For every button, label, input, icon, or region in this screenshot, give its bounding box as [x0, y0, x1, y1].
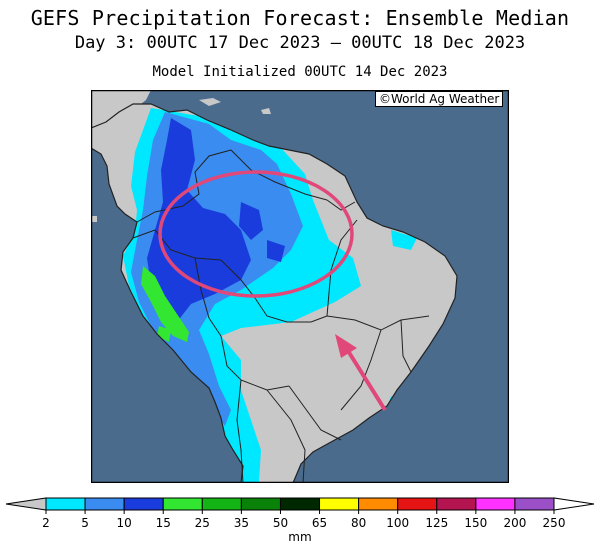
colorbar-tick-label: 5: [81, 516, 89, 530]
colorbar-swatch: [45, 497, 86, 511]
colorbar-swatch: [514, 497, 555, 511]
island: [261, 108, 271, 114]
colorbar-tick-label: 25: [195, 516, 210, 530]
colorbar: 2 5 10 15 25 35 50 65 80 100 125 150 200 250: [5, 497, 595, 530]
colorbar-swatch: [279, 497, 321, 511]
island: [199, 98, 221, 106]
precipitation-map: [91, 90, 509, 483]
annotation-arrow: [335, 334, 387, 412]
colorbar-tick-label: 10: [117, 516, 132, 530]
colorbar-swatch: [436, 497, 477, 511]
forecast-period: Day 3: 00UTC 17 Dec 2023 — 00UTC 18 Dec …: [74, 33, 526, 53]
colorbar-under-triangle: [5, 497, 47, 511]
colorbar-tick-label: 80: [351, 516, 366, 530]
country-borders: [91, 90, 458, 483]
colorbar-swatch: [358, 497, 399, 511]
island: [91, 216, 97, 222]
colorbar-tick-label: 50: [273, 516, 288, 530]
colorbar-swatch: [319, 497, 360, 511]
colorbar-swatch: [162, 497, 203, 511]
colorbar-swatch: [397, 497, 438, 511]
colorbar-tick-label: 100: [386, 516, 409, 530]
colorbar-tick-label: 125: [425, 516, 448, 530]
map-title: GEFS Precipitation Forecast: Ensemble Me…: [30, 6, 570, 30]
colorbar-swatch: [123, 497, 164, 511]
colorbar-tick-label: 35: [234, 516, 249, 530]
colorbar-over-triangle: [553, 497, 595, 511]
colorbar-swatch: [475, 497, 516, 511]
colorbar-tick-label: 250: [543, 516, 566, 530]
annotation-ellipse: [158, 170, 354, 298]
credit-label: ©World Ag Weather: [375, 91, 504, 107]
map-frame: [91, 90, 509, 483]
colorbar-swatch: [84, 497, 125, 511]
central-america-land: [91, 90, 151, 128]
model-initialized: Model Initialized 00UTC 14 Dec 2023: [152, 64, 448, 80]
colorbar-tick-label: 15: [156, 516, 171, 530]
colorbar-tick-label: 200: [503, 516, 526, 530]
colorbar-tick-label: 2: [42, 516, 50, 530]
colorbar-tick-label: 65: [312, 516, 327, 530]
colorbar-swatch: [201, 497, 242, 511]
colorbar-tick-label: 150: [464, 516, 487, 530]
colorbar-units: mm: [288, 530, 312, 544]
colorbar-swatch: [240, 497, 281, 511]
